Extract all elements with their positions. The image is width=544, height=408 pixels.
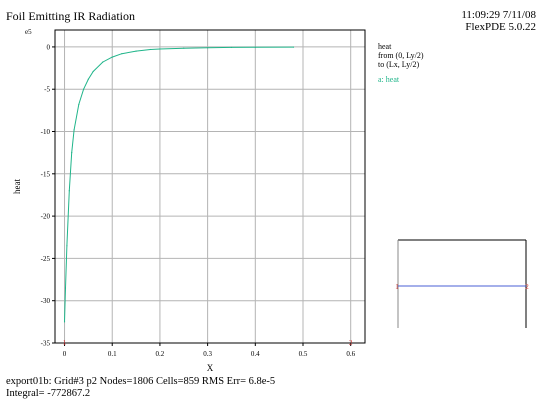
series-point — [73, 129, 75, 131]
legend-series-label: a: heat — [378, 75, 400, 84]
series-point — [111, 56, 113, 58]
series-point — [68, 190, 70, 192]
y-tick-label: 0 — [47, 43, 51, 51]
plot-title: Foil Emitting IR Radiation — [6, 9, 135, 23]
legend-to: to (Lx, Ly/2) — [378, 60, 420, 69]
legend-title: heat — [378, 42, 392, 51]
series-point — [102, 61, 104, 63]
series-point — [207, 47, 209, 49]
y-tick-label: -30 — [41, 297, 51, 305]
series-point — [149, 48, 151, 51]
timestamp-block: 11:09:29 7/11/08 FlexPDE 5.0.22 — [461, 9, 536, 33]
path-marker-2: 2 — [349, 339, 353, 347]
series-point — [64, 287, 67, 289]
x-tick-label: 0.4 — [251, 350, 260, 358]
series-point — [66, 245, 68, 247]
series-point — [292, 46, 295, 48]
footer-integral: Integral= -772867.2 — [6, 388, 91, 399]
x-tick-label: 0.1 — [108, 350, 117, 358]
x-tick-label: 0.2 — [156, 350, 165, 358]
series-point — [121, 53, 123, 55]
y-tick-label: -5 — [44, 86, 50, 94]
series-point — [254, 46, 256, 48]
series-point — [78, 103, 80, 106]
y-axis-label: heat — [12, 179, 22, 194]
y-tick-label: -10 — [41, 128, 51, 136]
plot-frame — [54, 29, 366, 344]
inset-marker-2: 2 — [525, 283, 529, 291]
y-tick-label: -20 — [41, 213, 51, 221]
version-label: FlexPDE 5.0.22 — [465, 21, 536, 33]
legend: heat from (0, Ly/2) to (Lx, Ly/2) a: hea… — [378, 42, 424, 84]
y-tick-label: -15 — [41, 170, 51, 178]
path-marker-1: 1 — [63, 339, 67, 347]
x-tick-label: 0 — [63, 350, 67, 358]
series-point — [63, 321, 66, 323]
y-scale-label: e5 — [25, 28, 32, 36]
series-point — [71, 152, 73, 154]
series-line-heat — [64, 46, 294, 322]
x-axis-label: X — [207, 363, 214, 373]
legend-from: from (0, Ly/2) — [378, 51, 424, 60]
y-tick-label: -35 — [41, 340, 51, 348]
inset-marker-1: 1 — [395, 283, 399, 291]
series-point — [183, 47, 185, 49]
series-point — [92, 70, 94, 73]
series-point — [230, 46, 233, 49]
axis-ticks: 0 0.1 0.2 0.3 0.4 0.5 0.6 0 -5 -10 -15 -20 -25 -30 -35 — [41, 43, 356, 358]
y-tick-label: -25 — [41, 255, 51, 263]
x-tick-label: 0.5 — [299, 350, 308, 358]
series-point — [135, 50, 137, 52]
series-point — [87, 78, 89, 80]
series-point — [83, 88, 85, 90]
timestamp: 11:09:29 7/11/08 — [461, 9, 536, 21]
footer-stats: export01b: Grid#3 p2 Nodes=1806 Cells=85… — [6, 376, 276, 387]
x-tick-label: 0.6 — [346, 350, 355, 358]
series-point — [159, 48, 161, 50]
grid — [55, 30, 365, 344]
footer: export01b: Grid#3 p2 Nodes=1806 Cells=85… — [6, 376, 275, 400]
x-tick-label: 0.3 — [203, 350, 212, 358]
